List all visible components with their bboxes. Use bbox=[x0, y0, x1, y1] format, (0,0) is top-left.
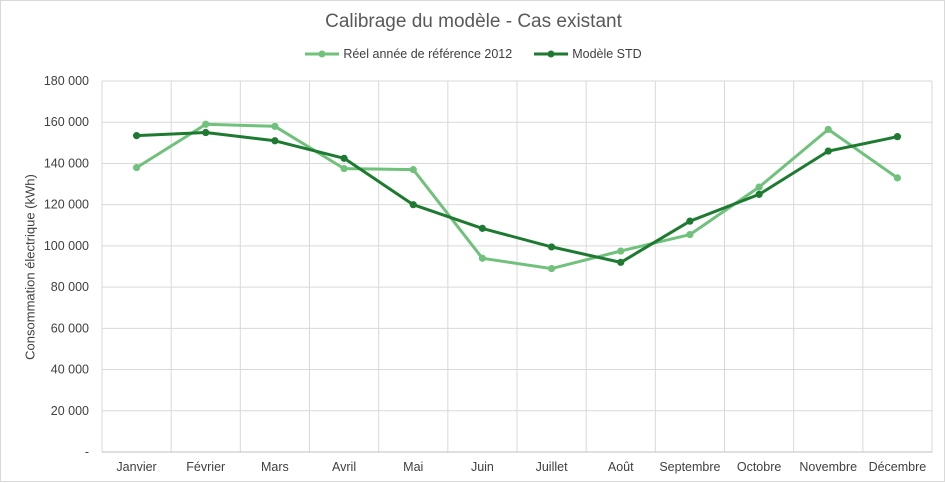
x-tick-label: Septembre bbox=[659, 460, 720, 474]
series-1-point bbox=[202, 128, 210, 137]
x-tick-label: Décembre bbox=[869, 460, 927, 474]
x-tick-label: Août bbox=[608, 460, 634, 474]
x-tick-label: Octobre bbox=[737, 460, 782, 474]
series-0-point bbox=[202, 120, 210, 128]
series-0-point bbox=[409, 166, 417, 174]
series-1-point bbox=[617, 258, 625, 266]
x-tick-label: Avril bbox=[332, 460, 356, 474]
series-0-point bbox=[271, 122, 279, 130]
y-tick-label: 80 000 bbox=[51, 280, 89, 294]
series-0-point bbox=[340, 164, 348, 173]
x-tick-label: Mars bbox=[261, 460, 289, 474]
series-0-point bbox=[132, 163, 141, 172]
series-1-point bbox=[686, 217, 694, 225]
x-tick-label: Juin bbox=[471, 460, 494, 474]
legend-label-modele: Modèle STD bbox=[572, 47, 642, 61]
y-tick-label: 120 000 bbox=[44, 198, 89, 212]
series-1-point bbox=[893, 133, 902, 141]
series-1-point bbox=[755, 190, 763, 198]
series-1-point bbox=[824, 147, 832, 155]
y-tick-label: 20 000 bbox=[51, 404, 89, 418]
y-tick-label: 180 000 bbox=[44, 74, 89, 88]
x-tick-label: Mai bbox=[403, 460, 423, 474]
series-1-point bbox=[340, 154, 348, 162]
series-0-point bbox=[478, 254, 487, 262]
y-tick-label: 160 000 bbox=[44, 115, 89, 129]
y-tick-label: 100 000 bbox=[44, 239, 89, 253]
legend-swatch-reel bbox=[305, 50, 340, 58]
legend-item-modele: Modèle STD bbox=[534, 47, 642, 61]
series-0-point bbox=[686, 230, 694, 239]
series-0-point bbox=[617, 247, 625, 255]
series-line-0 bbox=[135, 122, 899, 271]
legend-item-reel: Réel année de référence 2012 bbox=[305, 47, 512, 61]
legend-label-reel: Réel année de référence 2012 bbox=[343, 47, 513, 61]
legend: Réel année de référence 2012 Modèle STD bbox=[1, 47, 945, 61]
series-1-point bbox=[547, 243, 556, 251]
series-1-point bbox=[271, 137, 279, 145]
series-0-point bbox=[547, 264, 556, 273]
chart-title: Calibrage du modèle - Cas existant bbox=[325, 11, 622, 32]
x-tick-label: Juillet bbox=[536, 460, 568, 474]
x-tick-label: Février bbox=[186, 460, 225, 474]
x-tick-label: Janvier bbox=[116, 460, 156, 474]
series-0-point bbox=[824, 125, 832, 134]
series-1-point bbox=[132, 132, 141, 140]
series-1-point bbox=[409, 201, 417, 209]
y-tick-label: 60 000 bbox=[51, 321, 89, 335]
series-0-point bbox=[893, 174, 902, 182]
y-tick-label: - bbox=[85, 445, 89, 459]
series-1-point bbox=[478, 224, 487, 232]
x-tick-label: Novembre bbox=[799, 460, 857, 474]
series-0-point bbox=[755, 183, 763, 191]
legend-swatch-modele bbox=[534, 50, 569, 58]
y-tick-label: 40 000 bbox=[51, 363, 89, 377]
series-line-1 bbox=[135, 131, 899, 264]
y-tick-label: 140 000 bbox=[44, 156, 89, 170]
